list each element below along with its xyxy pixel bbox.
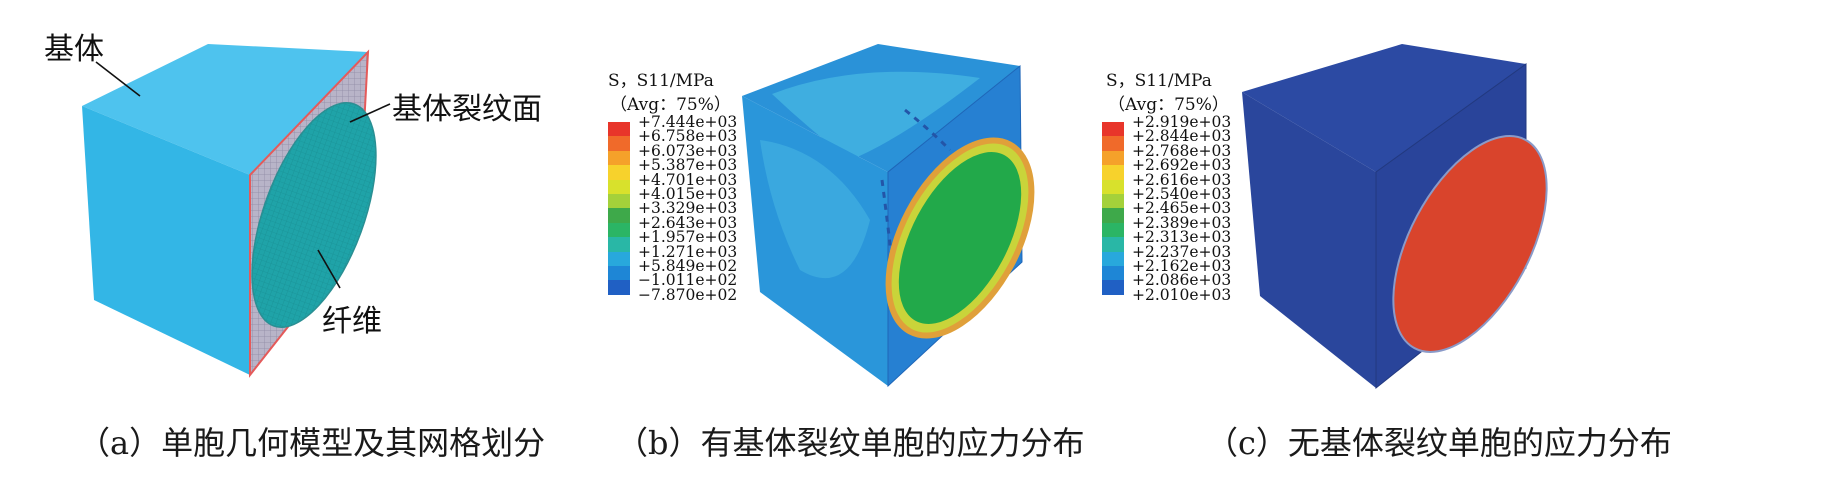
legend-swatch [1102, 251, 1124, 267]
legend-title-b: S，S11/MPa [608, 71, 714, 91]
legend-value: +3.329e+03 [638, 199, 738, 218]
legend-swatch [608, 208, 630, 224]
legend-value: +2.086e+03 [1132, 271, 1232, 290]
legend-swatch [608, 222, 630, 238]
legend-value: +6.758e+03 [638, 127, 738, 146]
stress-contour-with-crack [742, 44, 1035, 388]
legend-swatch [1102, 122, 1124, 137]
legend-swatch [1102, 165, 1124, 181]
legend-value: +2.919e+03 [1132, 113, 1232, 131]
fiber-stress-region [898, 151, 1022, 325]
label-matrix: 基体 [44, 32, 104, 67]
legend-title-c: S，S11/MPa [1106, 71, 1212, 91]
legend-value: +2.692e+03 [1132, 156, 1232, 175]
legend-swatch [608, 179, 630, 195]
caption-c: （c）无基体裂纹单胞的应力分布 [1206, 424, 1672, 462]
legend-swatch [1102, 150, 1124, 166]
legend-value: +2.643e+03 [638, 213, 738, 232]
stress-contour-without-crack [1242, 44, 1548, 390]
legend-avg-b: （Avg：75%） [610, 95, 731, 115]
legend-avg-c: （Avg：75%） [1108, 95, 1229, 115]
legend-swatch [1102, 208, 1124, 224]
legend-swatch [608, 237, 630, 253]
legend-value: +1.957e+03 [638, 228, 738, 247]
legend-value: +2.162e+03 [1132, 257, 1232, 275]
caption-a: （a）单胞几何模型及其网格划分 [78, 424, 546, 462]
legend-value: −1.011e+02 [638, 271, 738, 290]
label-matrix-crack-face: 基体裂纹面 [392, 92, 542, 127]
fiber-cross-section [251, 102, 377, 328]
legend-swatch [608, 165, 630, 181]
legend-value: +6.073e+03 [638, 141, 738, 160]
legend-value: +2.616e+03 [1132, 170, 1232, 189]
legend-swatch [1102, 194, 1124, 209]
legend-value: +4.701e+03 [638, 170, 738, 189]
legend-value: +7.444e+03 [638, 113, 738, 131]
legend-value: +2.768e+03 [1132, 141, 1232, 160]
legend-swatch [1102, 237, 1124, 253]
legend-swatch [608, 150, 630, 166]
panel-b: S，S11/MPa （Avg：75%） +7.444e+03 +6.758e+03… [600, 0, 1220, 488]
legend-swatch [608, 122, 630, 137]
legend-value: +2.010e+03 [1132, 285, 1232, 304]
legend-value: +2.844e+03 [1132, 127, 1232, 146]
legend-value: +1.271e+03 [638, 242, 738, 261]
unit-cell-mesh-model [82, 44, 391, 378]
legend-swatch [1102, 179, 1124, 195]
legend-swatch [608, 280, 630, 296]
legend-value: +2.540e+03 [1132, 185, 1232, 203]
legend-value: +2.313e+03 [1132, 228, 1232, 247]
legend-value: +2.237e+03 [1132, 242, 1232, 261]
legend-swatch [608, 194, 630, 209]
legend-value: +4.015e+03 [638, 185, 738, 203]
legend-swatch [1102, 222, 1124, 238]
panel-c: S，S11/MPa （Avg：75%） +2.919e+03 +2.844e+03… [1102, 0, 1822, 488]
panel-a: 基体 基体裂纹面 纤维 （a）单胞几何模型及其网格划分 [0, 0, 600, 488]
fiber-stress-region-c [1392, 135, 1548, 353]
legend-swatch [608, 266, 630, 281]
legend-value: +5.387e+03 [638, 156, 738, 175]
legend-swatch [1102, 266, 1124, 281]
legend-swatch [608, 136, 630, 152]
legend-swatch [1102, 136, 1124, 152]
legend-value: +5.849e+02 [638, 257, 738, 275]
legend-value: +2.465e+03 [1132, 199, 1232, 218]
legend-value: +2.389e+03 [1132, 213, 1232, 232]
legend-swatch [1102, 280, 1124, 296]
legend-swatch [608, 251, 630, 267]
label-fiber: 纤维 [322, 304, 382, 339]
caption-b: （b）有基体裂纹单胞的应力分布 [616, 424, 1085, 462]
legend-value: −7.870e+02 [638, 285, 738, 304]
